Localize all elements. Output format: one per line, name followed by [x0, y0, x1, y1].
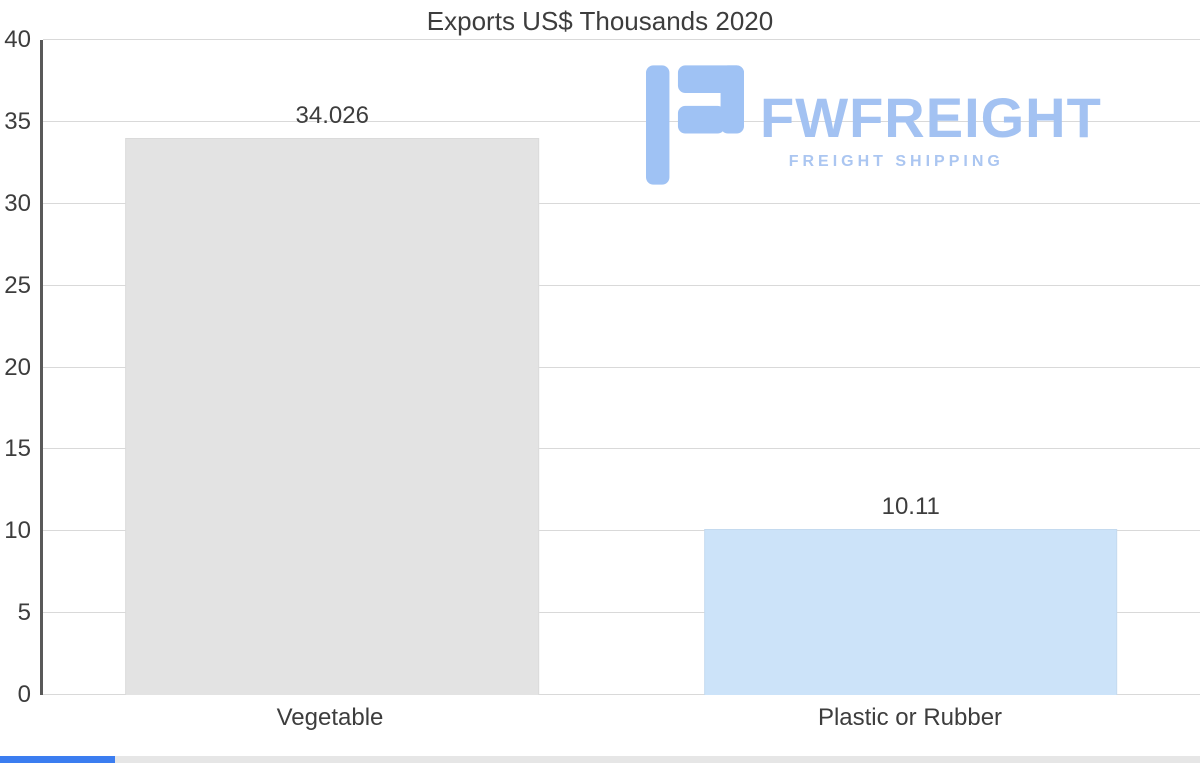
- y-tick-label: 35: [4, 107, 31, 135]
- gridline: [43, 448, 1200, 450]
- x-category-label: Plastic or Rubber: [817, 704, 1003, 731]
- y-tick-label: 25: [4, 271, 31, 299]
- progress-track[interactable]: [0, 756, 1200, 763]
- plot-area: 34.026 10.11: [40, 39, 1200, 695]
- y-axis: 0 5 10 15 20 25 30 35 40: [0, 28, 40, 707]
- bar-plastic-or-rubber: 10.11: [703, 493, 1118, 695]
- gridline: [43, 202, 1200, 204]
- bar-value-label: 10.11: [881, 493, 940, 521]
- gridlines: [43, 39, 1200, 695]
- gridline: [43, 694, 1200, 695]
- brand-tagline: FREIGHT SHIPPING: [788, 153, 1004, 170]
- gridline: [43, 39, 1200, 40]
- bars: 34.026 10.11: [43, 40, 1200, 695]
- progress-fill[interactable]: [0, 756, 116, 763]
- bar-vegetable: 34.026: [125, 102, 540, 695]
- y-tick-label: 30: [4, 189, 31, 217]
- bar-band: 34.026: [43, 40, 622, 695]
- fwfreight-logo-icon: [646, 65, 744, 185]
- gridline: [43, 366, 1200, 368]
- x-axis-labels: Vegetable Plastic or Rubber: [40, 704, 1200, 732]
- gridline: [43, 530, 1200, 532]
- chart-title: Exports US$ Thousands 2020: [426, 6, 774, 36]
- x-category-label: Vegetable: [276, 704, 384, 731]
- bar-band: 10.11: [622, 40, 1200, 695]
- y-tick-label: 10: [4, 517, 31, 545]
- gridline: [43, 612, 1200, 614]
- brand-text-block: FWFREIGHT FREIGHT SHIPPING: [760, 64, 1102, 171]
- y-tick-label: 40: [4, 26, 31, 53]
- y-tick-label: 0: [17, 681, 31, 708]
- gridline: [43, 120, 1200, 122]
- watermark-logo: FWFREIGHT FREIGHT SHIPPING: [646, 64, 1102, 186]
- y-tick-label: 20: [4, 353, 31, 381]
- brand-name: FWFREIGHT: [760, 86, 1102, 149]
- bar-value-label: 34.026: [295, 101, 369, 129]
- gridline: [43, 284, 1200, 286]
- y-tick-label: 5: [17, 599, 31, 627]
- y-tick-label: 15: [4, 435, 31, 463]
